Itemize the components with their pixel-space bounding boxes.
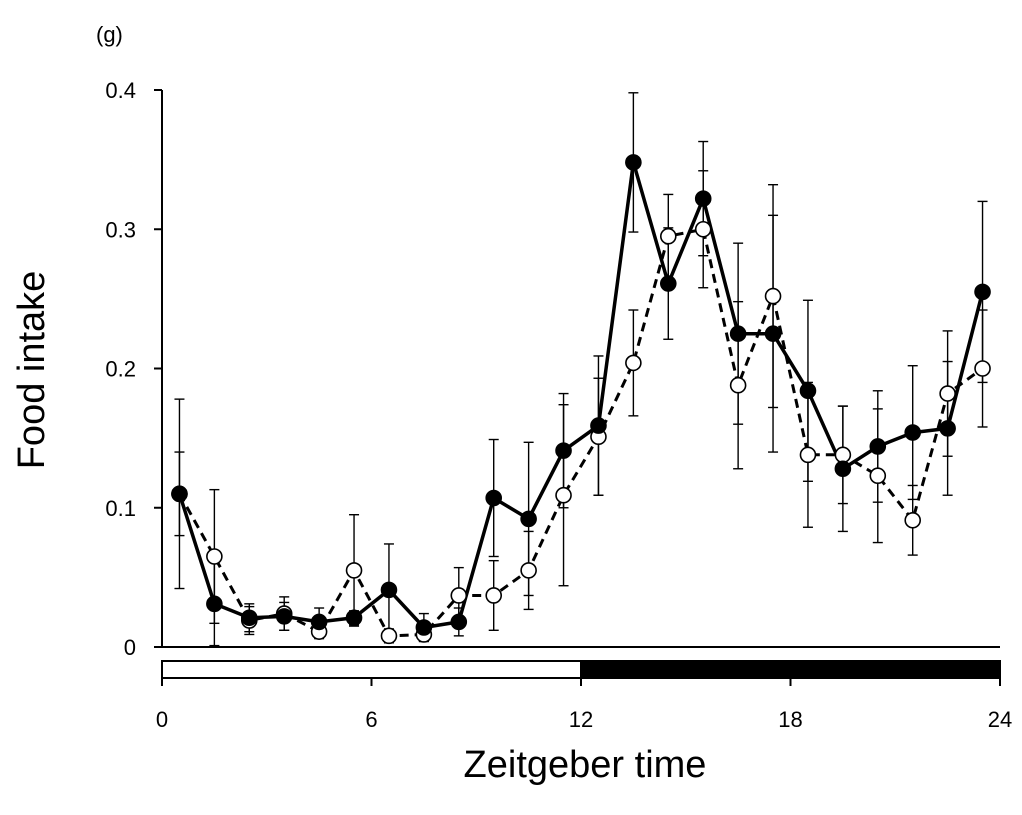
light-phase-bar [161,660,582,679]
dark-phase-bar [580,660,1001,679]
filled-data-point [275,608,293,625]
tick-labels: 0 0.1 0.2 0.3 0.4 0 6 12 18 24 [105,78,1012,732]
light-dark-bar [161,660,1001,679]
open-data-point [799,446,817,464]
filled-data-point [485,489,503,507]
axes [154,89,1001,686]
filled-data-point [764,325,782,342]
filled-data-point [240,609,258,627]
open-data-point [904,511,922,529]
filled-data-point [939,420,956,437]
open-data-point [659,227,677,245]
filled-data-point [659,275,677,292]
open-data-point [380,627,398,645]
filled-data-point [415,619,433,636]
filled-data-point [799,382,817,400]
filled-data-point [729,325,747,342]
x-axis-title: Zeitgeber time [464,744,707,786]
x-tick-label: 24 [988,707,1012,732]
open-data-point [694,220,712,238]
filled-data-point [171,485,188,503]
open-data-point [974,360,991,377]
filled-data-point [555,442,572,459]
x-tick-label: 6 [365,707,377,732]
series-lines [177,160,985,638]
x-tick-label: 18 [778,707,802,732]
open-data-point [450,587,468,604]
y-tick-label: 0.1 [105,496,136,521]
open-data-point [520,562,537,579]
filled-data-point [380,581,398,599]
open-data-point [485,587,503,604]
open-data-point [729,376,747,394]
filled-data-point [625,154,642,171]
filled-data-point [834,460,852,478]
filled-data-point [450,613,468,631]
filled-data-point [345,609,363,627]
y-tick-label: 0 [124,635,136,660]
open-series-line [178,227,984,638]
filled-data-point [904,424,922,441]
filled-series-line [177,160,985,630]
open-data-point [834,446,852,464]
open-data-point [869,467,887,485]
open-data-point [555,486,572,504]
panel-label: (g) [96,22,123,47]
x-tick-label: 0 [156,707,168,732]
filled-data-point [310,613,328,631]
filled-data-point [206,595,223,613]
filled-data-point [869,438,887,455]
open-data-point [939,385,956,402]
y-tick-label: 0.4 [105,78,136,103]
filled-data-point [590,417,607,434]
series-markers [171,154,991,645]
filled-data-point [974,283,991,301]
filled-data-point [520,510,537,528]
open-data-point [345,562,363,579]
open-data-point [625,354,642,372]
y-tick-label: 0.3 [105,217,136,242]
y-axis-title: Food intake [11,271,53,470]
open-data-point [764,287,782,305]
y-tick-label: 0.2 [105,357,136,382]
open-data-point [206,548,223,565]
x-tick-label: 12 [569,707,593,732]
filled-data-point [694,190,712,207]
error-bars [174,92,988,647]
